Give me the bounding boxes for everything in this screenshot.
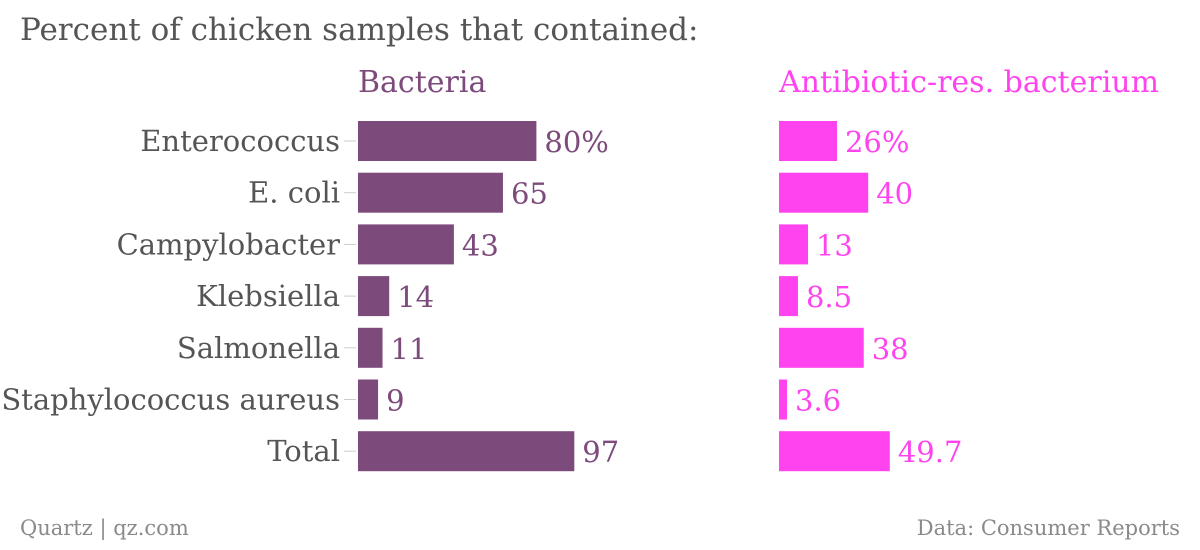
data-label: 80% bbox=[544, 125, 608, 159]
data-label: 8.5 bbox=[806, 280, 852, 314]
bar bbox=[779, 327, 864, 368]
data-label: 14 bbox=[397, 280, 434, 314]
category-label: Klebsiella bbox=[196, 279, 340, 313]
data-label: 43 bbox=[462, 228, 499, 262]
bar bbox=[779, 172, 869, 213]
category-label: Total bbox=[267, 434, 340, 468]
data-label: 9 bbox=[386, 384, 404, 418]
category-label: Staphylococcus aureus bbox=[1, 383, 340, 417]
bar bbox=[779, 431, 890, 472]
bar bbox=[779, 276, 798, 317]
category-label: Enterococcus bbox=[140, 124, 340, 158]
data-label: 49.7 bbox=[898, 435, 963, 469]
bar bbox=[358, 121, 537, 161]
series-title: Antibiotic-res. bacterium bbox=[778, 65, 1159, 100]
bar bbox=[358, 431, 575, 472]
bar bbox=[358, 379, 379, 420]
data-source: Data: Consumer Reports bbox=[916, 516, 1180, 540]
bar bbox=[779, 379, 788, 420]
data-label: 13 bbox=[816, 228, 853, 262]
bar bbox=[358, 276, 390, 317]
bar bbox=[358, 327, 383, 368]
data-label: 3.6 bbox=[795, 384, 841, 418]
data-label: 40 bbox=[876, 177, 913, 211]
data-label: 65 bbox=[511, 177, 548, 211]
bar bbox=[779, 224, 808, 265]
category-label: E. coli bbox=[248, 176, 340, 210]
chart-title: Percent of chicken samples that containe… bbox=[20, 12, 699, 48]
series-title: Bacteria bbox=[358, 65, 486, 100]
data-label: 26% bbox=[845, 125, 909, 159]
category-label: Campylobacter bbox=[117, 227, 341, 261]
source-credit: Quartz | qz.com bbox=[20, 516, 189, 540]
data-label: 11 bbox=[391, 332, 428, 366]
bar bbox=[358, 172, 503, 213]
bar bbox=[779, 121, 837, 161]
category-label: Salmonella bbox=[177, 331, 340, 365]
data-label: 38 bbox=[872, 332, 909, 366]
bar bbox=[358, 224, 454, 265]
data-label: 97 bbox=[582, 435, 619, 469]
